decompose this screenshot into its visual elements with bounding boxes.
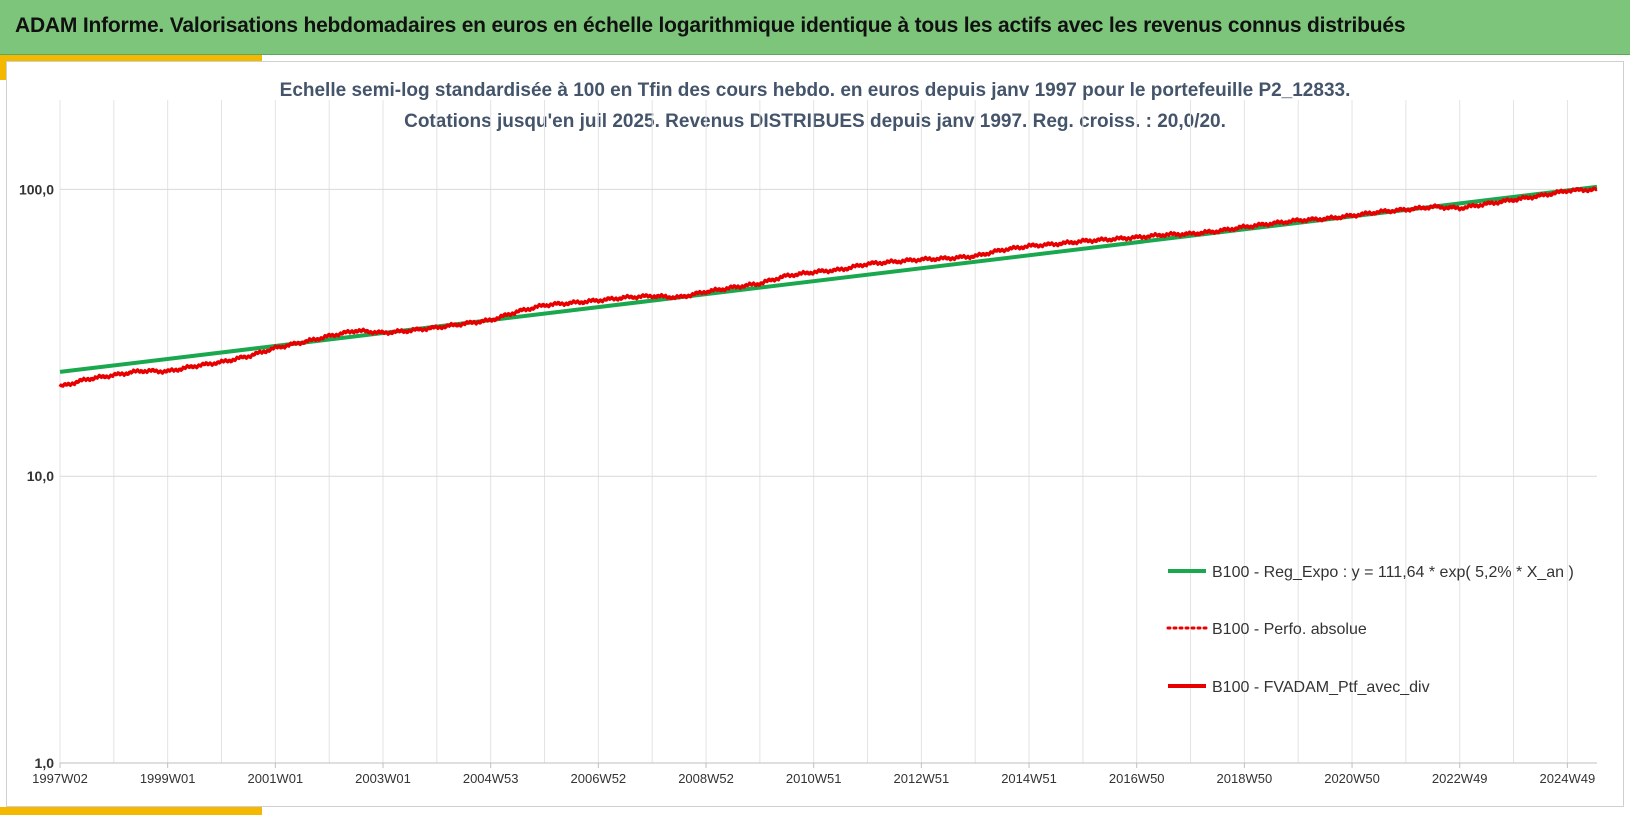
x-tick-label: 1999W01	[140, 771, 196, 786]
x-tick-label: 2004W53	[463, 771, 519, 786]
header-bar: ADAM Informe. Valorisations hebdomadaire…	[0, 0, 1630, 55]
legend: B100 - Reg_Expo : y = 111,64 * exp( 5,2%…	[1166, 564, 1574, 696]
x-tick-label: 2001W01	[248, 771, 304, 786]
series-lines	[58, 184, 1598, 388]
x-tick-label: 2016W50	[1109, 771, 1165, 786]
y-tick-label: 100,0	[19, 181, 54, 197]
gridlines	[59, 100, 1597, 764]
x-tick-label: 2024W49	[1540, 771, 1596, 786]
series-line-2	[58, 186, 1598, 388]
accent-bar-top	[0, 55, 262, 61]
legend-label-1: B100 - Perfo. absolue	[1212, 621, 1367, 638]
x-tick-label: 2020W50	[1324, 771, 1380, 786]
y-tick-label: 1,0	[35, 755, 55, 771]
x-tick-label: 2014W51	[1001, 771, 1057, 786]
accent-bar-left	[0, 55, 7, 80]
legend-label-0: B100 - Reg_Expo : y = 111,64 * exp( 5,2%…	[1212, 564, 1574, 581]
x-tick-label: 2003W01	[355, 771, 411, 786]
x-tick-label: 2008W52	[678, 771, 734, 786]
x-tick-label: 2022W49	[1432, 771, 1488, 786]
page-title: ADAM Informe. Valorisations hebdomadaire…	[15, 14, 1406, 37]
y-tick-label: 10,0	[27, 468, 54, 484]
x-tick-label: 2006W52	[571, 771, 627, 786]
legend-label-2: B100 - FVADAM_Ptf_avec_div	[1212, 679, 1430, 696]
chart-title-line-1: Echelle semi-log standardisée à 100 en T…	[279, 80, 1351, 101]
chart-title-line-2: Cotations jusqu'en juil 2025. Revenus DI…	[404, 111, 1226, 132]
x-tick-label: 2012W51	[894, 771, 950, 786]
accent-bar-bottom	[0, 807, 262, 815]
x-tick-label: 2018W50	[1217, 771, 1273, 786]
x-tick-label: 2010W51	[786, 771, 842, 786]
x-tick-label: 1997W02	[32, 771, 88, 786]
